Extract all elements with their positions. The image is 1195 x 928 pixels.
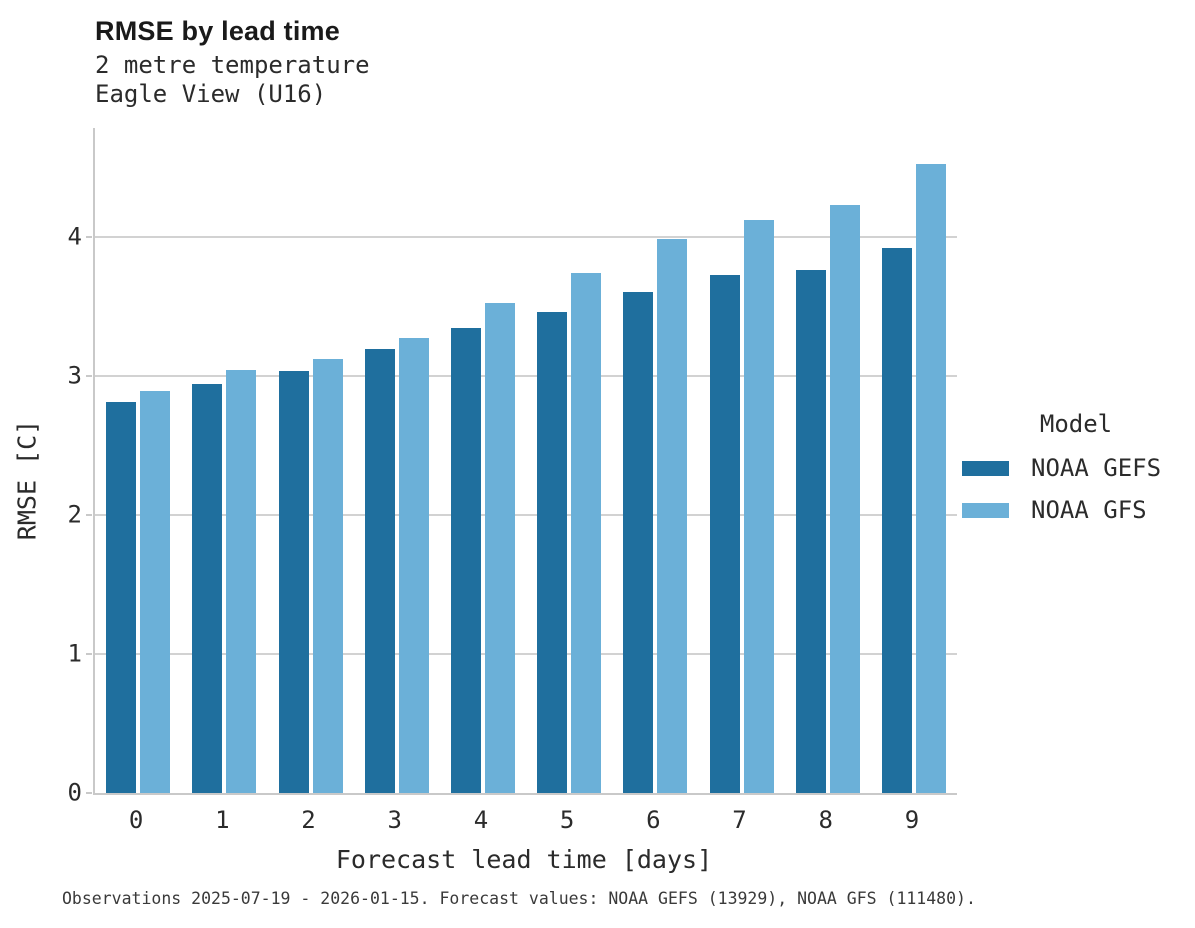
bar-noaa-gfs-day-0	[140, 390, 171, 793]
x-tick-label-1: 1	[215, 806, 230, 834]
bar-noaa-gefs-day-4	[450, 328, 481, 793]
bar-noaa-gefs-day-7	[709, 275, 740, 793]
legend-label-noaa-gefs: NOAA GEFS	[1031, 454, 1162, 482]
x-axis-ticks: 0 1 2 3 4 5 6 7 8 9	[93, 806, 955, 834]
bar-group-day-6	[612, 128, 698, 793]
y-tick-mark-4	[86, 235, 92, 238]
gridline-y-2	[95, 513, 957, 516]
bar-group-day-8	[785, 128, 871, 793]
bar-noaa-gefs-day-8	[795, 269, 826, 793]
legend: Model NOAA GEFS NOAA GFS	[962, 410, 1190, 538]
bar-noaa-gfs-day-8	[829, 204, 860, 793]
x-axis-title: Forecast lead time [days]	[335, 845, 713, 874]
y-tick-label-1: 1	[67, 639, 82, 668]
bar-noaa-gfs-day-9	[915, 164, 946, 793]
legend-label-noaa-gfs: NOAA GFS	[1031, 496, 1147, 524]
bar-noaa-gefs-day-5	[537, 311, 568, 793]
bar-noaa-gefs-day-9	[881, 247, 912, 793]
y-tick-label-2: 2	[67, 500, 82, 529]
chart-subtitle-variable: 2 metre temperature	[95, 51, 370, 79]
legend-swatch-noaa-gefs	[962, 460, 1009, 476]
bar-group-day-4	[440, 128, 526, 793]
bar-group-day-1	[181, 128, 267, 793]
bar-group-day-7	[698, 128, 784, 793]
bar-noaa-gfs-day-2	[312, 358, 343, 793]
chart-subtitle-location: Eagle View (U16)	[95, 80, 327, 108]
x-tick-label-5: 5	[559, 806, 575, 834]
legend-title: Model	[1039, 410, 1113, 438]
bar-noaa-gfs-day-5	[571, 272, 602, 793]
bar-noaa-gfs-day-4	[484, 303, 515, 793]
bar-noaa-gefs-day-6	[623, 292, 654, 793]
gridline-y-4	[95, 235, 957, 238]
bar-group-day-9	[871, 128, 957, 793]
x-tick-label-6: 6	[646, 806, 661, 834]
bar-group-day-2	[267, 128, 353, 793]
legend-swatch-noaa-gfs	[962, 502, 1009, 518]
footnote: Observations 2025-07-19 - 2026-01-15. Fo…	[62, 889, 976, 908]
bar-noaa-gefs-day-1	[192, 383, 223, 793]
x-tick-label-9: 9	[904, 806, 920, 834]
y-tick-mark-2	[86, 513, 92, 516]
bar-group-day-0	[95, 128, 181, 793]
y-tick-mark-0	[86, 792, 92, 794]
y-tick-mark-3	[86, 374, 92, 377]
bar-noaa-gefs-day-3	[364, 349, 395, 793]
bar-group-day-3	[354, 128, 440, 793]
gridline-y-3	[95, 374, 957, 377]
bar-groups	[95, 128, 957, 793]
legend-item-noaa-gefs: NOAA GEFS	[962, 454, 1190, 482]
x-tick-label-4: 4	[473, 806, 489, 834]
x-tick-label-8: 8	[818, 806, 833, 834]
x-tick-label-2: 2	[301, 806, 316, 834]
y-tick-label-0: 0	[67, 778, 82, 807]
y-tick-mark-1	[86, 652, 92, 655]
bar-noaa-gfs-day-3	[398, 338, 429, 793]
x-tick-label-0: 0	[128, 806, 144, 834]
chart-title: RMSE by lead time	[95, 16, 340, 46]
y-tick-label-4: 4	[67, 221, 82, 250]
bar-noaa-gefs-day-2	[278, 371, 309, 793]
bar-noaa-gefs-day-0	[106, 402, 137, 793]
y-tick-label-3: 3	[67, 361, 82, 390]
bar-noaa-gfs-day-6	[657, 239, 688, 793]
legend-item-noaa-gfs: NOAA GFS	[962, 496, 1190, 524]
x-tick-label-3: 3	[387, 806, 402, 834]
bar-noaa-gfs-day-1	[226, 370, 257, 793]
x-tick-label-7: 7	[732, 806, 747, 834]
plot-area	[93, 128, 957, 795]
bar-group-day-5	[526, 128, 612, 793]
bar-noaa-gfs-day-7	[743, 219, 774, 793]
gridline-y-1	[95, 652, 957, 655]
